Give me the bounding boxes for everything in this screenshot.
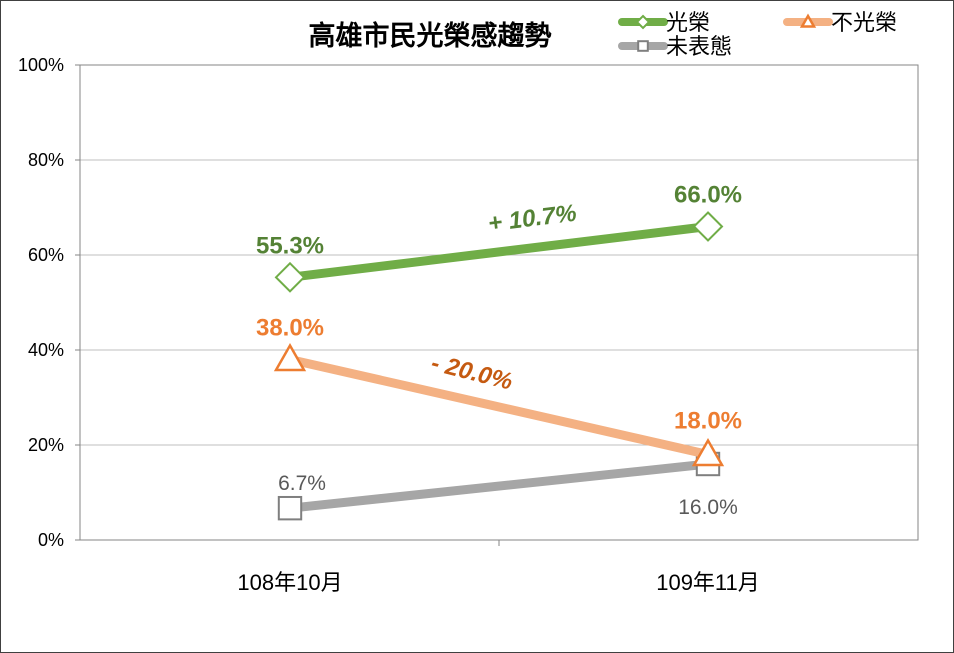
chart-title: 高雄市民光榮感趨勢: [309, 20, 552, 51]
data-point: [274, 261, 306, 293]
data-label: 16.0%: [678, 496, 738, 519]
series-line-1: [285, 355, 713, 459]
x-tick-label: 108年10月: [237, 570, 342, 595]
y-tick-label: 40%: [28, 340, 64, 360]
legend-marker: [637, 40, 649, 52]
annotation: - 20.0%: [428, 349, 515, 395]
y-tick-label: 20%: [28, 435, 64, 455]
plot-area: [79, 64, 919, 541]
y-tick-label: 60%: [28, 245, 64, 265]
x-tick-label: 109年11月: [656, 570, 760, 595]
legend-label: 未表態: [666, 34, 732, 59]
data-point: [692, 211, 724, 242]
y-tick-label: 0%: [38, 530, 64, 550]
data-label: 55.3%: [256, 232, 324, 259]
data-label: 6.7%: [278, 472, 326, 495]
data-point: [273, 342, 307, 372]
legend-label: 不光榮: [831, 10, 897, 35]
legend-marker: [635, 14, 651, 30]
data-label: 18.0%: [674, 408, 742, 435]
data-label: 66.0%: [674, 182, 742, 209]
legend-marker: [799, 13, 817, 28]
y-tick-label: 80%: [28, 150, 64, 170]
data-point: [277, 495, 303, 521]
y-tick-label: 100%: [18, 55, 64, 75]
series-line-2: [285, 459, 713, 513]
legend-label: 光榮: [666, 10, 710, 35]
annotation: + 10.7%: [487, 200, 578, 238]
series-line-0: [285, 222, 713, 282]
data-label: 38.0%: [256, 315, 324, 342]
data-point: [691, 437, 725, 467]
